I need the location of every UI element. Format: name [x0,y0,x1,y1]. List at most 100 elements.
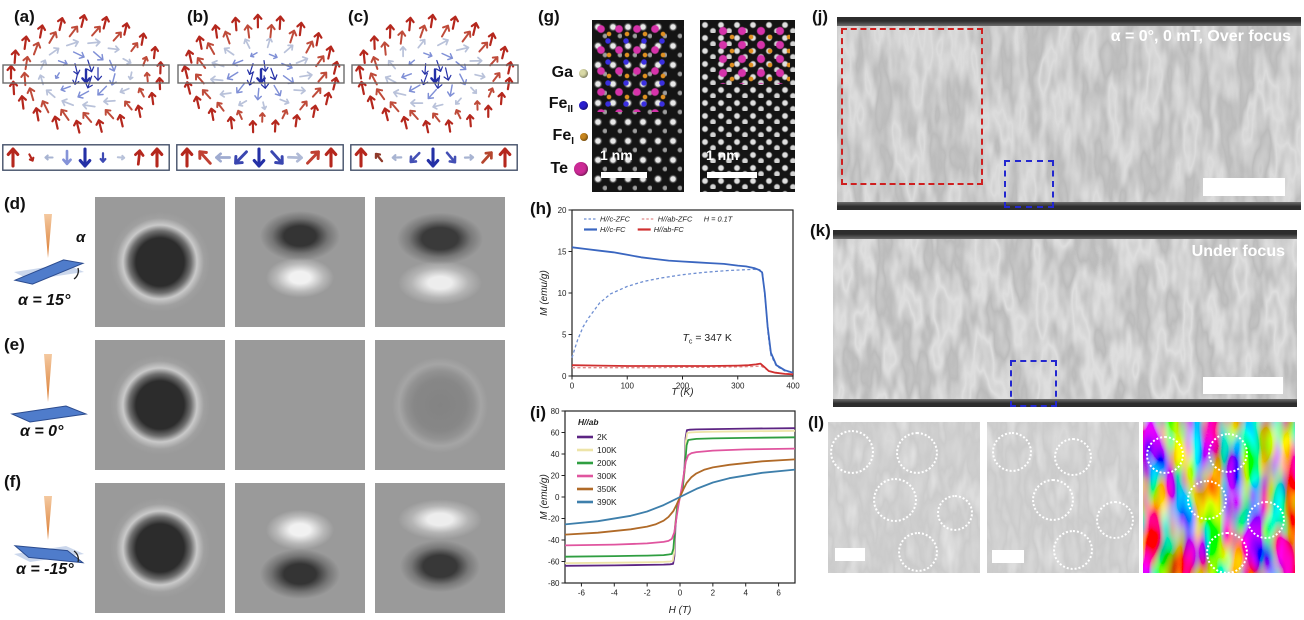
skyrmion-marker-circle [1146,436,1185,475]
tilt-schematic-d [13,214,85,285]
electron-beam-icon [44,496,52,540]
blue-dashed-roi [1010,360,1057,407]
cross-section-a [2,144,170,171]
atom-model-overlay [596,24,668,112]
atom-name: FeII [548,94,573,116]
skyrmion-marker-circle [1186,480,1228,521]
sample-plate [13,259,85,285]
scale-bar [1203,377,1283,394]
stem-image-plan-view: 1 nm [700,20,795,192]
ltem-sim-cell-dark-core-ring [95,340,225,470]
svg-text:M (emu/g): M (emu/g) [539,474,550,520]
specimen-edge [837,17,1301,26]
ltem-image-overfocus: α = 0°, 0 mT, Over focus [837,17,1301,210]
tilt-value-f: α = -15° [16,561,74,578]
skyrmion-marker-circle [895,431,938,474]
svg-text:20: 20 [551,471,560,480]
svg-text:100K: 100K [597,445,617,455]
svg-text:H//ab-FC: H//ab-FC [654,225,685,234]
specimen-edge [833,399,1297,407]
panel-h-label: (h) [530,199,552,218]
svg-text:-20: -20 [548,514,560,523]
panel-b-label: (b) [187,7,209,26]
specimen-edge [837,202,1301,210]
svg-text:300: 300 [731,382,745,391]
l-image-1 [828,422,980,573]
ltem-condition-label: Under focus [1191,243,1285,260]
atom-color-dot [579,68,588,78]
panel-l-label: (l) [808,413,825,432]
svg-text:350K: 350K [597,484,617,494]
ltem-sim-cell-bright-arc-dark-bottom [375,483,505,613]
atom-legend-item: Ga [520,60,588,86]
ltem-sim-cell-dark-arc-bright-crescent [375,197,505,327]
chart-mt: 0 100 200 300 400 0 5 10 15 20 T (K) M (emu/g) H//c-… [538,198,800,398]
atom-model-overlay [718,26,790,84]
l-image-2 [987,422,1139,573]
electron-beam-icon [44,214,52,258]
skyrmion-marker-circle [1095,500,1134,539]
svg-text:20: 20 [558,206,567,215]
svg-text:-4: -4 [611,589,619,598]
svg-text:5: 5 [562,330,567,339]
ltem-sim-cell-bright-top-dark-bottom [235,483,365,613]
l-color-map [1143,422,1295,573]
panel-e-label: (e) [4,335,25,354]
skyrmion-marker-circle [1207,432,1249,474]
svg-text:0: 0 [562,372,567,381]
spin-diagram-c [351,13,519,134]
svg-text:-6: -6 [578,589,586,598]
panel-k-label: (k) [810,221,831,240]
tilt-arc-icon [73,550,80,563]
svg-text:Tc = 347 K: Tc = 347 K [683,332,732,346]
scale-bar [1203,178,1285,196]
tilt-angle-symbol: α [76,229,86,246]
skyrmion-marker-circle [991,431,1032,473]
panel-g-label: (g) [538,7,560,26]
sample-plate [10,405,88,423]
cross-section-c [350,144,518,171]
electron-beam-icon [44,354,52,402]
ltem-sim-cell-dark-core-ring [95,197,225,327]
svg-text:2K: 2K [597,432,608,442]
scale-bar [835,548,865,561]
skyrmion-marker-circle [897,531,938,572]
svg-text:0: 0 [678,589,683,598]
svg-text:-2: -2 [644,589,652,598]
atom-legend-item: FeII [520,92,588,118]
panel-a-label: (a) [14,7,35,26]
scale-bar-label: 1 nm [600,147,633,163]
atom-legend-item: Te [520,156,588,182]
atom-name: Te [550,160,568,177]
chart-mh: -6 -4 -2 0 2 4 6 -80 -60 -40 -20 0 20 40 60 80 H (T) M (e… [538,400,798,618]
specimen-edge [833,230,1297,239]
atom-legend: Ga FeII FeI Te [520,60,588,188]
ltem-sim-cell-dark-top-bright-bottom [235,197,365,327]
skyrmion-marker-circle [1054,438,1093,477]
ltem-image-underfocus: Under focus [833,230,1297,407]
panel-j-label: (j) [812,7,829,26]
svg-text:200: 200 [676,382,690,391]
svg-text:H//ab: H//ab [578,417,598,427]
svg-text:M (emu/g): M (emu/g) [539,270,550,316]
cross-section-b [176,144,344,171]
skyrmion-marker-circle [1247,500,1286,539]
svg-text:200K: 200K [597,458,617,468]
panel-c-label: (c) [348,7,369,26]
atom-color-dot [579,100,588,110]
svg-text:H (T): H (T) [669,605,692,616]
ltem-sim-cell-dark-core-ring [95,483,225,613]
svg-text:-60: -60 [548,557,560,566]
atom-legend-item: FeI [520,124,588,150]
svg-text:-80: -80 [548,579,560,588]
svg-text:390K: 390K [597,497,617,507]
ltem-sim-cell-blank [235,340,365,470]
skyrmion-marker-circle [872,478,917,523]
tilt-value-d: α = 15° [18,292,71,309]
tilt-arc-icon [73,267,80,280]
atom-name: Ga [551,64,573,81]
spin-diagram-a [2,14,170,134]
ltem-sim-cell-faint-dark-disk [375,340,505,470]
skyrmion-marker-circle [1052,529,1094,571]
spin-diagram-b [177,13,345,134]
